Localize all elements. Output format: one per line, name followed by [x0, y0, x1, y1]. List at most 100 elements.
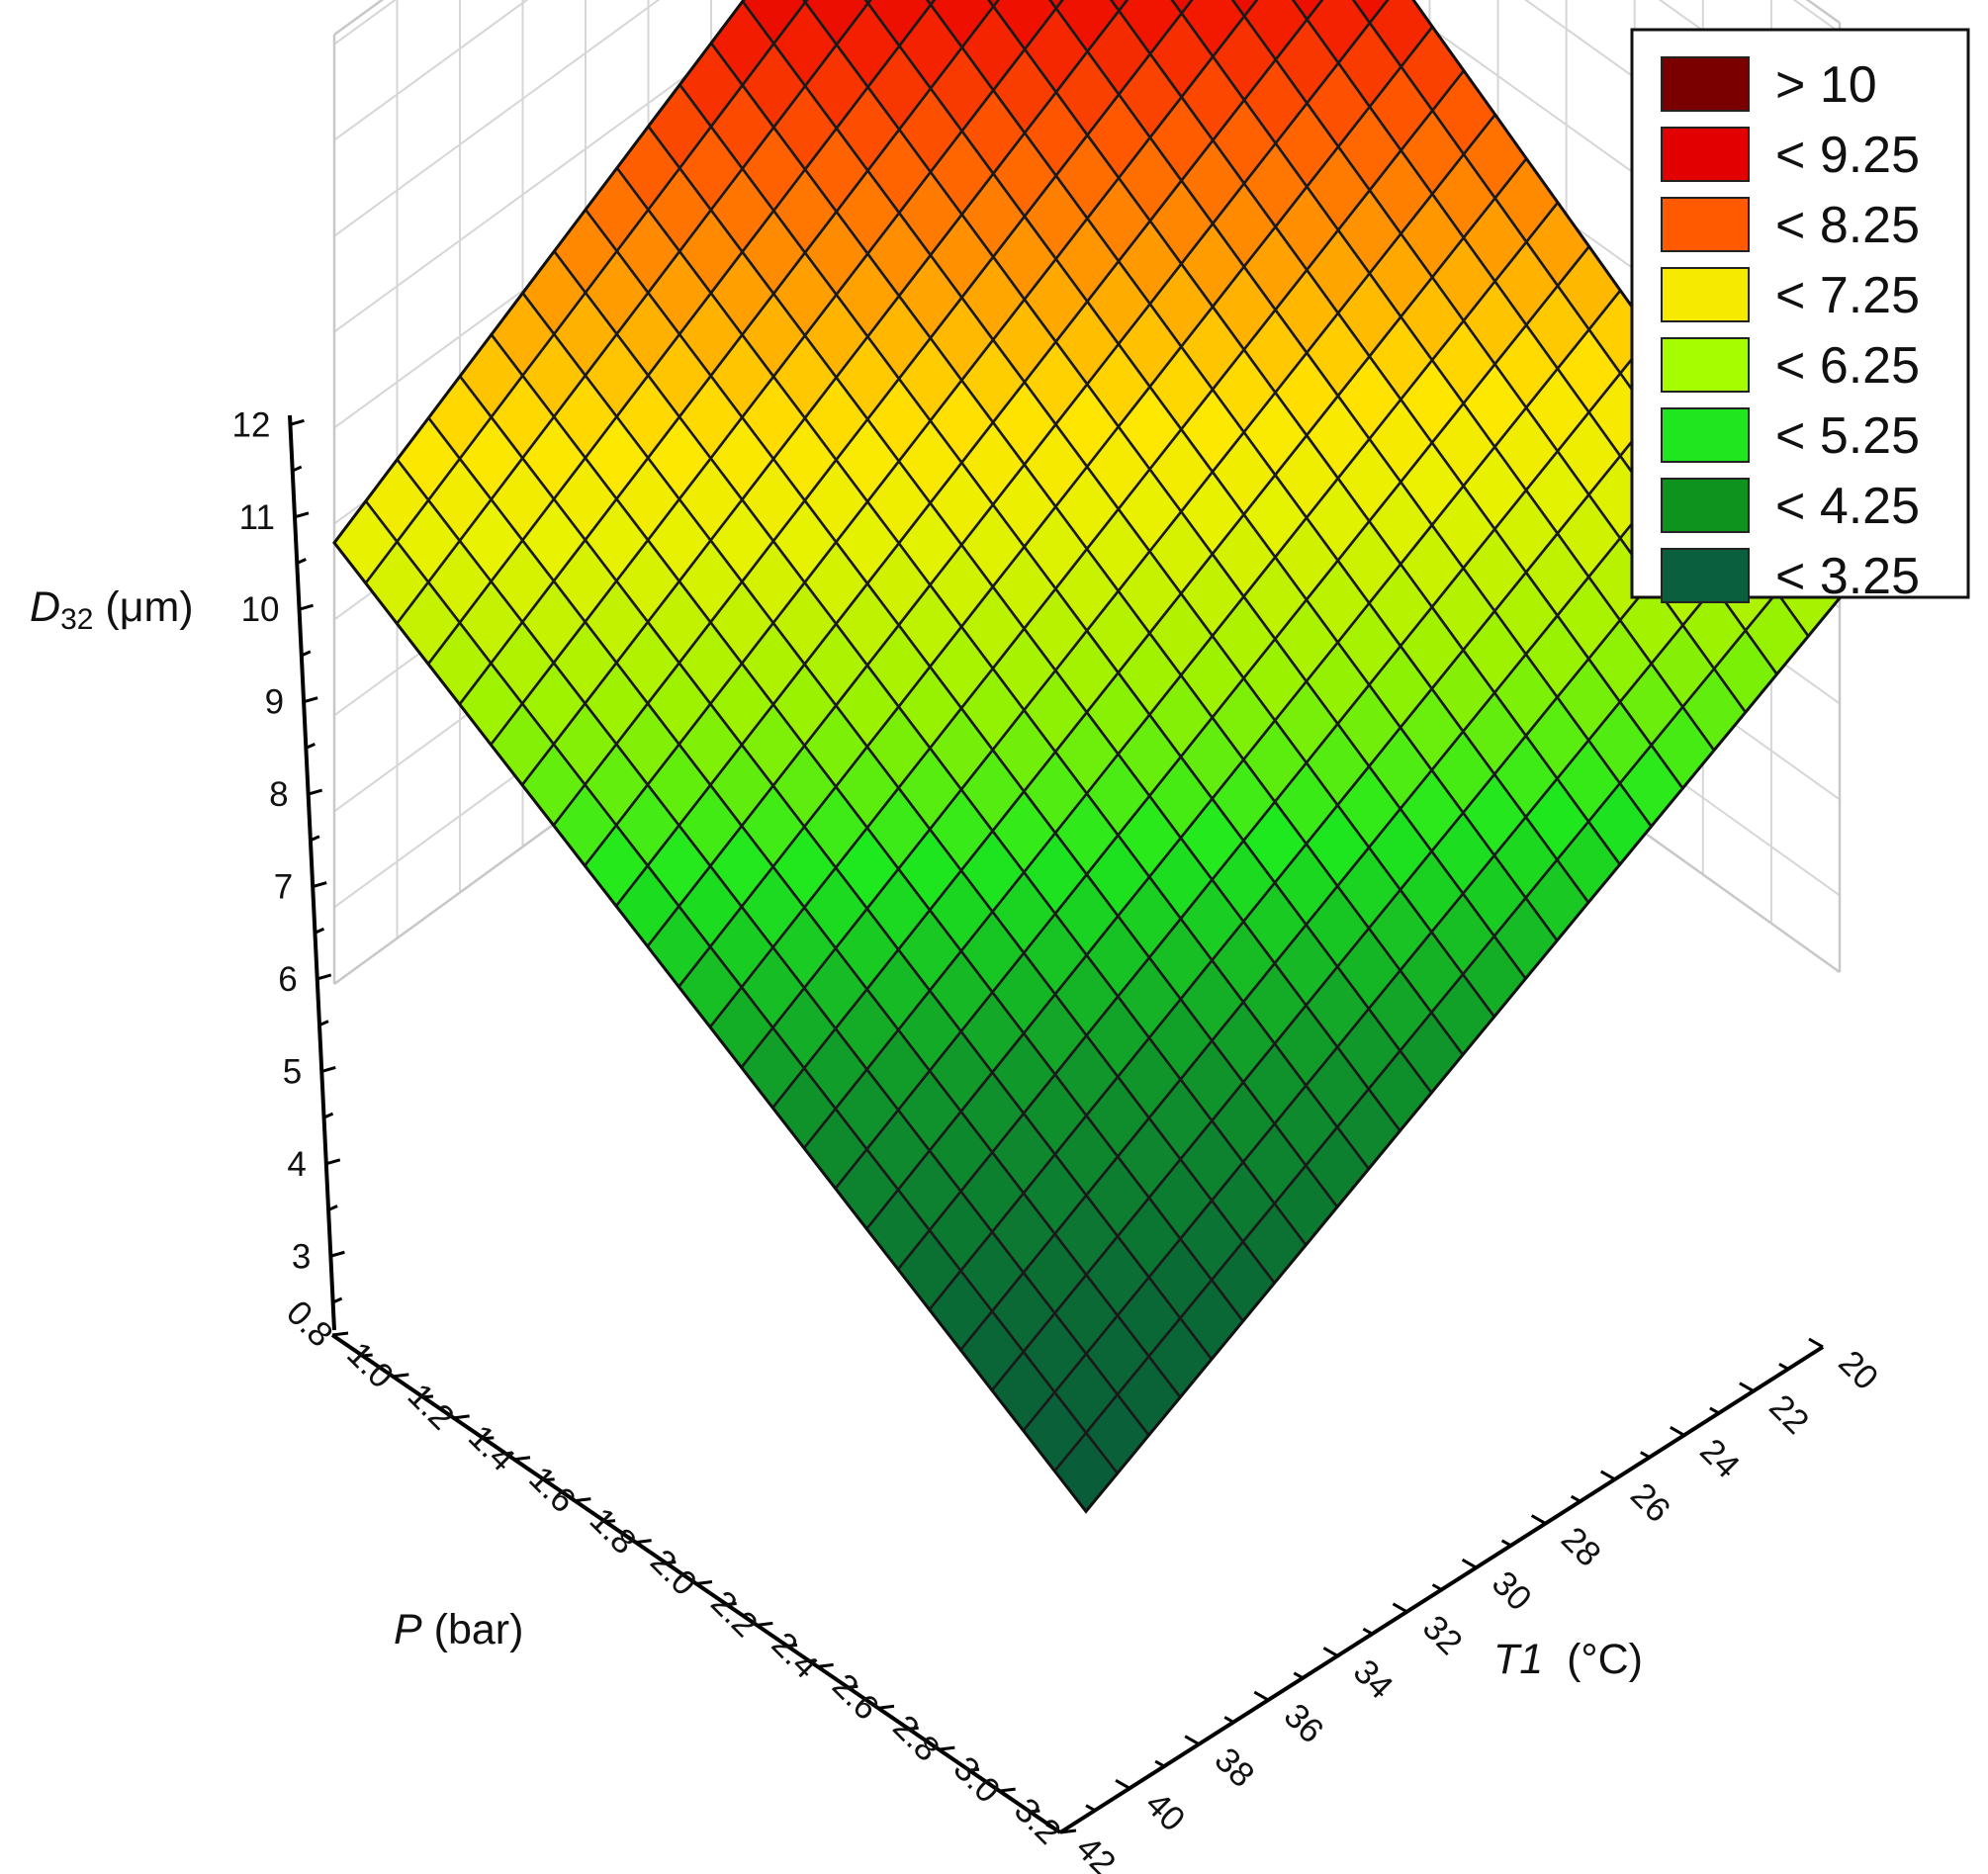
z-tick-label: 3: [292, 1237, 311, 1276]
y-tick-mark: [1530, 1514, 1547, 1525]
z-axis-title-main: D: [30, 583, 60, 631]
y-tick-mark: [1392, 1602, 1408, 1614]
z-tick-mark: [332, 1296, 343, 1304]
z-axis-title-sub: 32: [60, 603, 93, 636]
z-tick-label: 6: [278, 960, 297, 999]
z-tick-mark: [329, 1250, 345, 1258]
y-tick-minor: [1154, 1759, 1165, 1768]
legend-label: < 7.25: [1775, 267, 1920, 324]
y-tick-mark: [1739, 1382, 1755, 1392]
z-tick-label: 4: [287, 1145, 306, 1184]
x-tick-mark: [817, 1662, 834, 1668]
x-axis-title-main: P: [394, 1606, 422, 1653]
legend-swatch: [1661, 407, 1750, 463]
z-axis-title-unit: (μm): [93, 583, 193, 631]
x-tick-minor: [604, 1519, 616, 1524]
z-tick-mark: [312, 881, 327, 888]
x-tick-mark: [513, 1456, 531, 1462]
z-tick-mark: [314, 927, 325, 935]
x-tick-mark: [393, 1373, 409, 1379]
legend-swatch: [1661, 478, 1750, 533]
z-tick-mark: [305, 742, 316, 750]
z-tick-label: 11: [239, 498, 275, 537]
x-tick-mark: [757, 1621, 773, 1627]
y-tick-minor: [1709, 1406, 1720, 1415]
z-tick-mark: [325, 1158, 341, 1166]
x-tick-minor: [666, 1561, 677, 1565]
legend-swatch: [1661, 548, 1750, 603]
y-tick-label: 24: [1692, 1431, 1747, 1485]
left-wall-gridline: [333, 0, 529, 141]
y-tick-mark: [1253, 1690, 1270, 1702]
y-tick-mark: [1322, 1647, 1339, 1657]
y-tick-label: 34: [1346, 1652, 1401, 1707]
z-tick-label: 9: [265, 683, 284, 722]
x-tick-minor: [362, 1353, 373, 1358]
y-tick-label: 20: [1831, 1343, 1885, 1397]
legend-swatch: [1661, 337, 1750, 393]
x-tick-label: 1.8: [583, 1500, 644, 1562]
x-tick-label: 2.2: [703, 1583, 765, 1645]
y-tick-mark: [1599, 1470, 1616, 1481]
legend-label: > 10: [1775, 56, 1877, 114]
x-tick-minor: [968, 1767, 980, 1772]
y-tick-label: 26: [1623, 1475, 1677, 1530]
y-tick-minor: [1362, 1627, 1374, 1636]
y-tick-label: 42: [1068, 1829, 1123, 1874]
z-tick-mark: [299, 603, 314, 611]
y-tick-label: 22: [1762, 1387, 1816, 1442]
z-axis-line: [288, 414, 336, 1331]
y-axis-title: T1 (°C): [1493, 1636, 1643, 1683]
z-tick-mark: [303, 696, 318, 704]
y-tick-label: 38: [1208, 1740, 1262, 1795]
x-tick-label: 2.8: [885, 1708, 947, 1769]
response-surface: [332, 0, 1842, 1514]
y-axis-title-unit: (°C): [1543, 1636, 1643, 1683]
x-tick-label: 1.2: [401, 1377, 462, 1438]
legend-swatch: [1661, 127, 1750, 182]
y-tick-label: 30: [1485, 1563, 1539, 1618]
y-tick-mark: [1045, 1823, 1061, 1834]
y-tick-minor: [1570, 1494, 1581, 1503]
x-tick-label: 0.8: [279, 1294, 340, 1355]
z-tick-label: 7: [274, 868, 293, 907]
z-tick-mark: [290, 418, 305, 426]
z-tick-label: 5: [283, 1052, 302, 1091]
legend-label: < 5.25: [1775, 407, 1920, 465]
z-tick-mark: [320, 1065, 336, 1073]
y-tick-label: 32: [1415, 1608, 1470, 1662]
z-tick-mark: [310, 835, 320, 843]
legend-swatch: [1661, 56, 1750, 112]
y-tick-minor: [1223, 1716, 1234, 1724]
z-axis-title: D32 (μm): [30, 583, 194, 636]
x-axis-title: P (bar): [394, 1606, 523, 1653]
x-tick-minor: [786, 1643, 798, 1648]
y-tick-mark: [1115, 1779, 1130, 1790]
x-tick-minor: [484, 1436, 495, 1441]
legend-swatch: [1661, 197, 1750, 252]
z-tick-label: 12: [232, 405, 271, 444]
x-tick-minor: [848, 1684, 858, 1689]
y-tick-minor: [1293, 1671, 1305, 1680]
y-tick-minor: [1778, 1363, 1789, 1371]
legend-label: < 3.25: [1775, 548, 1920, 605]
x-tick-mark: [999, 1787, 1016, 1793]
x-tick-mark: [331, 1331, 349, 1337]
x-tick-label: 1.4: [461, 1417, 522, 1478]
z-tick-label: 10: [241, 590, 280, 629]
legend-label: < 6.25: [1775, 337, 1920, 395]
z-tick-mark: [301, 650, 312, 658]
y-tick-label: 36: [1277, 1696, 1331, 1750]
x-tick-label: 2.6: [825, 1666, 886, 1728]
z-tick-mark: [292, 465, 303, 473]
y-tick-minor: [1431, 1583, 1443, 1591]
x-tick-label: 1.6: [521, 1459, 583, 1520]
z-tick-mark: [322, 1112, 334, 1119]
x-tick-label: 2.4: [765, 1625, 826, 1686]
x-tick-mark: [635, 1539, 652, 1545]
y-tick-mark: [1670, 1425, 1685, 1437]
x-tick-mark: [1059, 1829, 1077, 1834]
x-tick-mark: [575, 1497, 591, 1503]
y-tick-minor: [1085, 1804, 1096, 1812]
